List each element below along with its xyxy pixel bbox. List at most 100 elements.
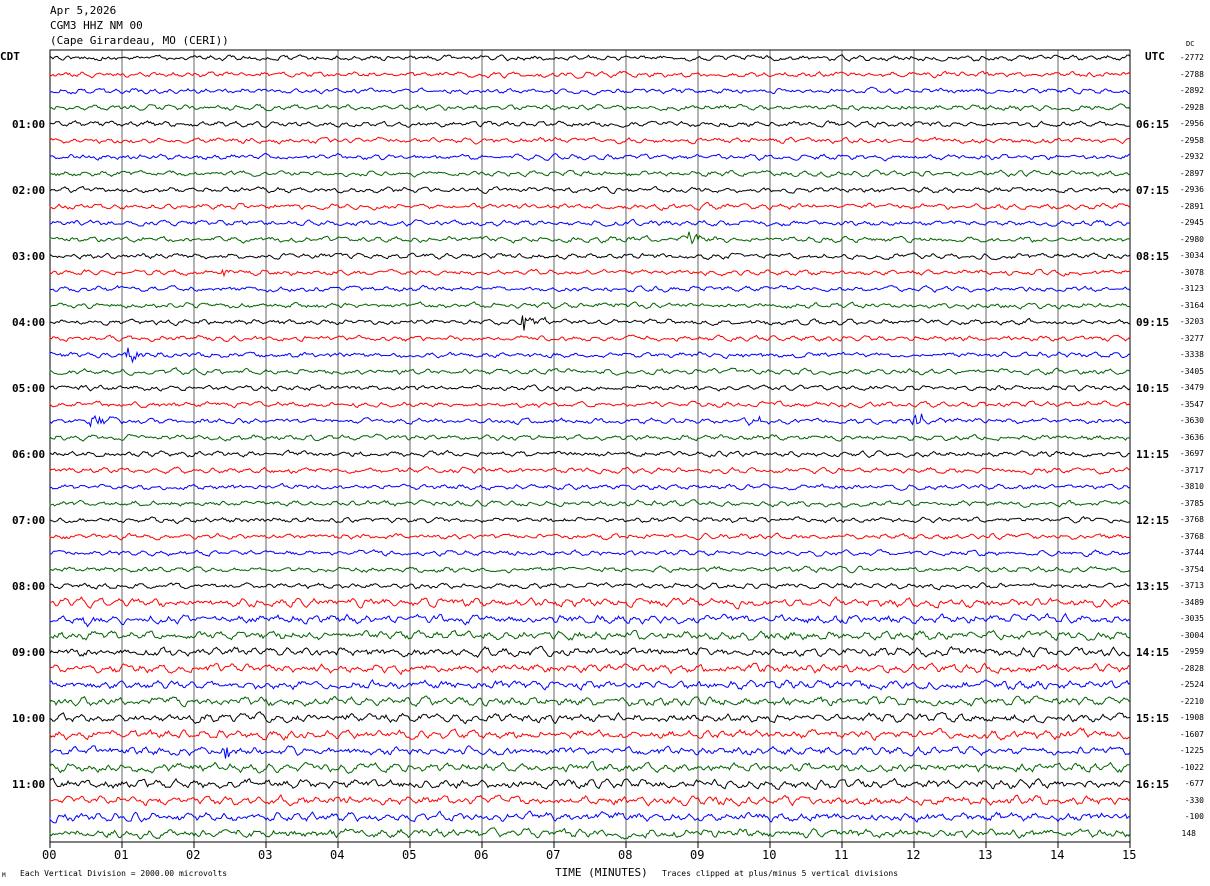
trace-line — [49, 70, 1131, 79]
left-hour-label: 10:00 — [12, 712, 46, 725]
dc-offset-label: -3744 — [1179, 548, 1204, 557]
dc-offset-label: -2828 — [1179, 663, 1204, 673]
dc-offset-label: -3405 — [1179, 366, 1204, 376]
dc-offset-label: -3004 — [1179, 630, 1204, 640]
trace-line — [49, 433, 1130, 442]
dc-offset-label: -3489 — [1179, 597, 1204, 607]
dc-offset-label: -3078 — [1179, 267, 1204, 277]
trace-line — [49, 169, 1131, 178]
dc-offset-label: -3697 — [1179, 449, 1204, 458]
trace-line — [49, 347, 1131, 364]
right-hour-label: 09:15 — [1136, 316, 1170, 329]
plot-frame — [49, 49, 1131, 843]
trace-line — [49, 413, 1131, 428]
dc-offset-label: -2932 — [1179, 152, 1204, 161]
dc-offset-label: -3035 — [1179, 614, 1204, 623]
trace-line — [49, 136, 1131, 145]
trace-line — [49, 629, 1131, 641]
dc-offset-label: -3754 — [1179, 564, 1204, 574]
trace-line — [49, 218, 1131, 227]
dc-offset-label: -1908 — [1179, 713, 1204, 722]
dc-offset-label: -3203 — [1179, 317, 1204, 326]
right-timezone: UTC — [1145, 50, 1165, 63]
trace-line — [49, 499, 1131, 508]
left-hour-label: 08:00 — [12, 580, 46, 593]
dc-offset-label: -2788 — [1179, 69, 1204, 79]
trace-line — [49, 400, 1131, 409]
trace-line — [49, 86, 1131, 96]
trace-line — [49, 53, 1131, 62]
trace-line — [49, 482, 1131, 491]
x-tick-label: 12 — [906, 848, 921, 862]
dc-offset-label: -3547 — [1179, 399, 1204, 409]
right-hour-label: 07:15 — [1136, 184, 1170, 197]
dc-offset-label: -100 — [1184, 812, 1204, 821]
dc-offset-label: -2959 — [1179, 647, 1204, 656]
right-hour-label: 16:15 — [1136, 778, 1170, 791]
trace-line — [49, 532, 1131, 541]
dc-offset-label: -2980 — [1179, 234, 1204, 244]
dc-offset-label: -3717 — [1179, 465, 1204, 475]
x-tick-label: 13 — [978, 848, 993, 862]
trace-line — [49, 662, 1131, 676]
x-tick-label: 10 — [762, 848, 777, 862]
trace-line — [49, 695, 1131, 708]
trace-line — [49, 548, 1131, 558]
dc-offset-label: -1022 — [1179, 762, 1204, 772]
x-tick-label: 03 — [258, 848, 273, 862]
dc-offset-label: -2928 — [1179, 102, 1204, 112]
dc-offset-label: -3034 — [1179, 251, 1204, 260]
dc-offset-label: -3630 — [1179, 416, 1204, 425]
location-label: (Cape Girardeau, MO (CERI)) — [50, 34, 229, 47]
left-hour-label: 06:00 — [12, 448, 46, 461]
trace-line — [49, 810, 1131, 824]
trace-line — [49, 777, 1131, 790]
right-hour-label: 08:15 — [1136, 250, 1170, 263]
dc-offset-label: -3164 — [1179, 300, 1204, 310]
trace-line — [49, 201, 1131, 212]
x-tick-label: 01 — [114, 848, 129, 862]
trace-line — [49, 334, 1131, 343]
dc-offset-label: -330 — [1184, 795, 1204, 805]
x-tick-label: 07 — [546, 848, 561, 862]
dc-offset-label: -1225 — [1179, 746, 1204, 755]
dc-offset-label: -3713 — [1179, 581, 1204, 590]
right-hour-label: 14:15 — [1136, 646, 1170, 659]
x-tick-label: 00 — [42, 848, 57, 862]
trace-line — [49, 301, 1131, 310]
dc-offset-label: -2936 — [1179, 185, 1204, 194]
dc-offset-label: -2956 — [1179, 119, 1204, 128]
dc-offset-label: -3479 — [1179, 383, 1204, 392]
station-label: CGM3 HHZ NM 00 — [50, 19, 143, 32]
right-hour-label: 10:15 — [1136, 382, 1170, 395]
dc-offset-label: -3768 — [1179, 515, 1204, 524]
left-hour-label: 09:00 — [12, 646, 46, 659]
dc-offset-label: -3810 — [1179, 482, 1204, 491]
x-tick-label: 11 — [834, 848, 849, 862]
trace-line — [49, 268, 1131, 278]
dc-offset-label: 148 — [1181, 828, 1196, 838]
corner-mark: M — [2, 872, 6, 879]
trace-line — [49, 727, 1131, 742]
trace-line — [49, 251, 1131, 261]
left-hour-label: 01:00 — [12, 118, 46, 131]
x-tick-label: 02 — [186, 848, 201, 862]
trace-line — [49, 711, 1131, 725]
left-timezone: CDT — [0, 50, 20, 63]
trace-line — [49, 284, 1131, 294]
trace-line — [49, 678, 1131, 691]
dc-offset-label: -2958 — [1179, 135, 1204, 145]
trace-line — [49, 103, 1131, 112]
left-hour-label: 04:00 — [12, 316, 46, 329]
dc-offset-label: -2772 — [1179, 53, 1204, 62]
x-tick-label: 05 — [402, 848, 417, 862]
dc-offset-label: -3768 — [1179, 531, 1204, 541]
trace-line — [49, 581, 1131, 591]
trace-line — [49, 466, 1131, 475]
x-tick-label: 14 — [1050, 848, 1065, 862]
dc-offset-label: -677 — [1184, 779, 1204, 788]
clip-note: Traces clipped at plus/minus 5 vertical … — [662, 869, 899, 878]
x-tick-label: 15 — [1122, 848, 1137, 862]
trace-line — [49, 120, 1131, 128]
dc-offset-label: -2892 — [1179, 86, 1204, 95]
